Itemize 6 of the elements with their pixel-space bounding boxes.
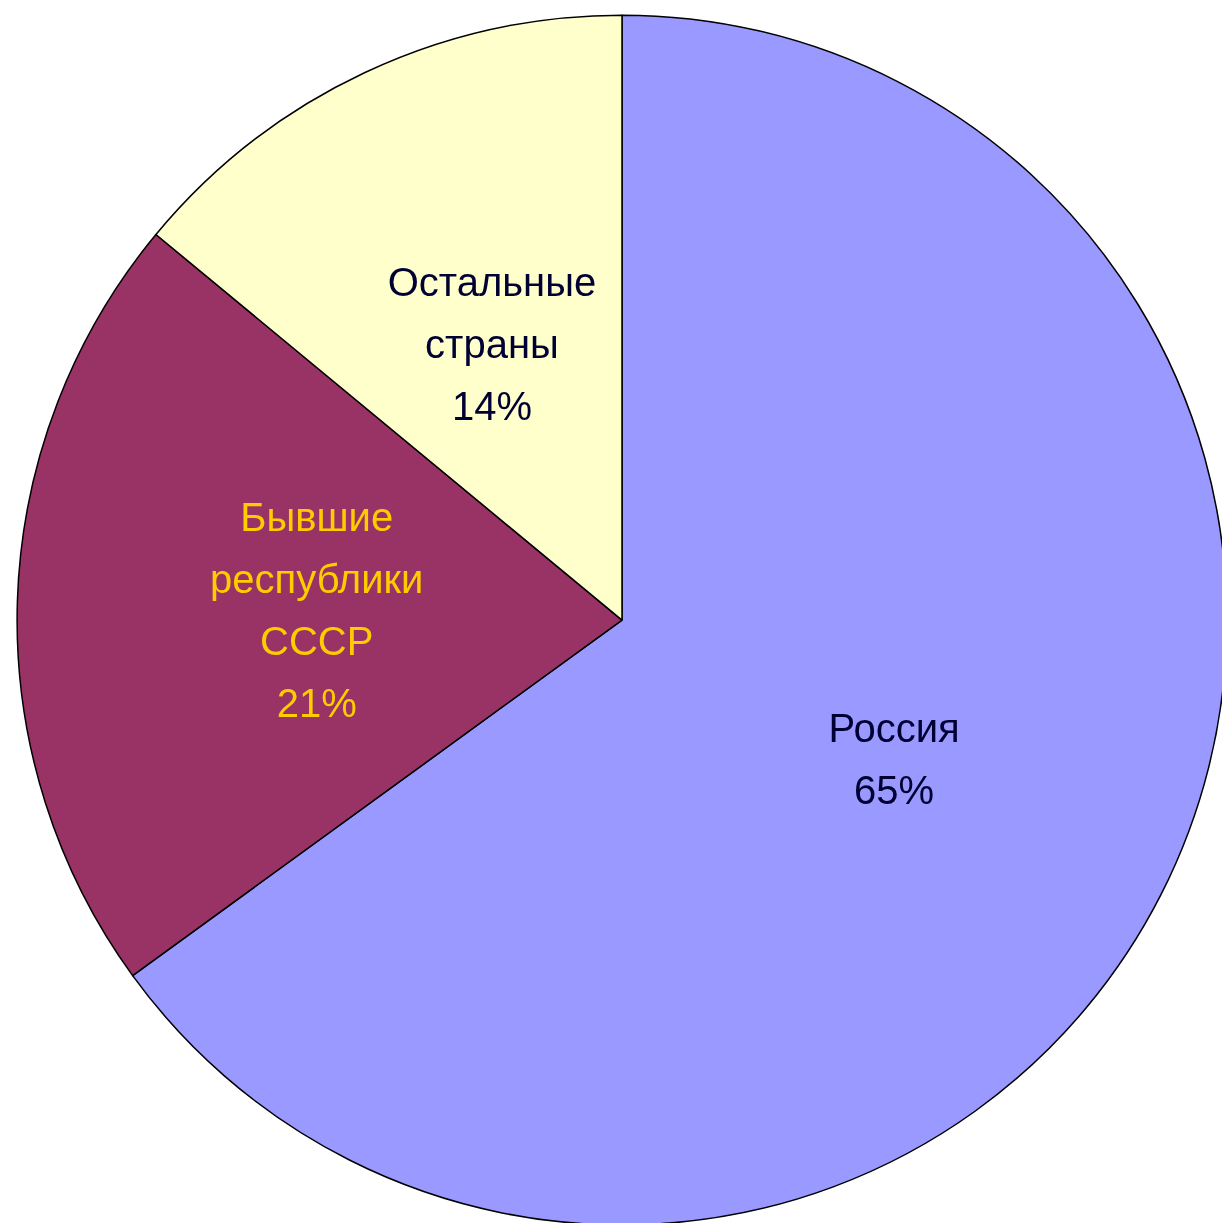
data-label: 14% [451, 383, 532, 428]
data-label: 21% [276, 681, 357, 726]
slice-label: Россия [828, 705, 960, 750]
slice-label: Остальные страны [387, 259, 597, 366]
slice-label: Бывшие республики СССР [210, 495, 424, 664]
data-label: 65% [854, 767, 935, 812]
